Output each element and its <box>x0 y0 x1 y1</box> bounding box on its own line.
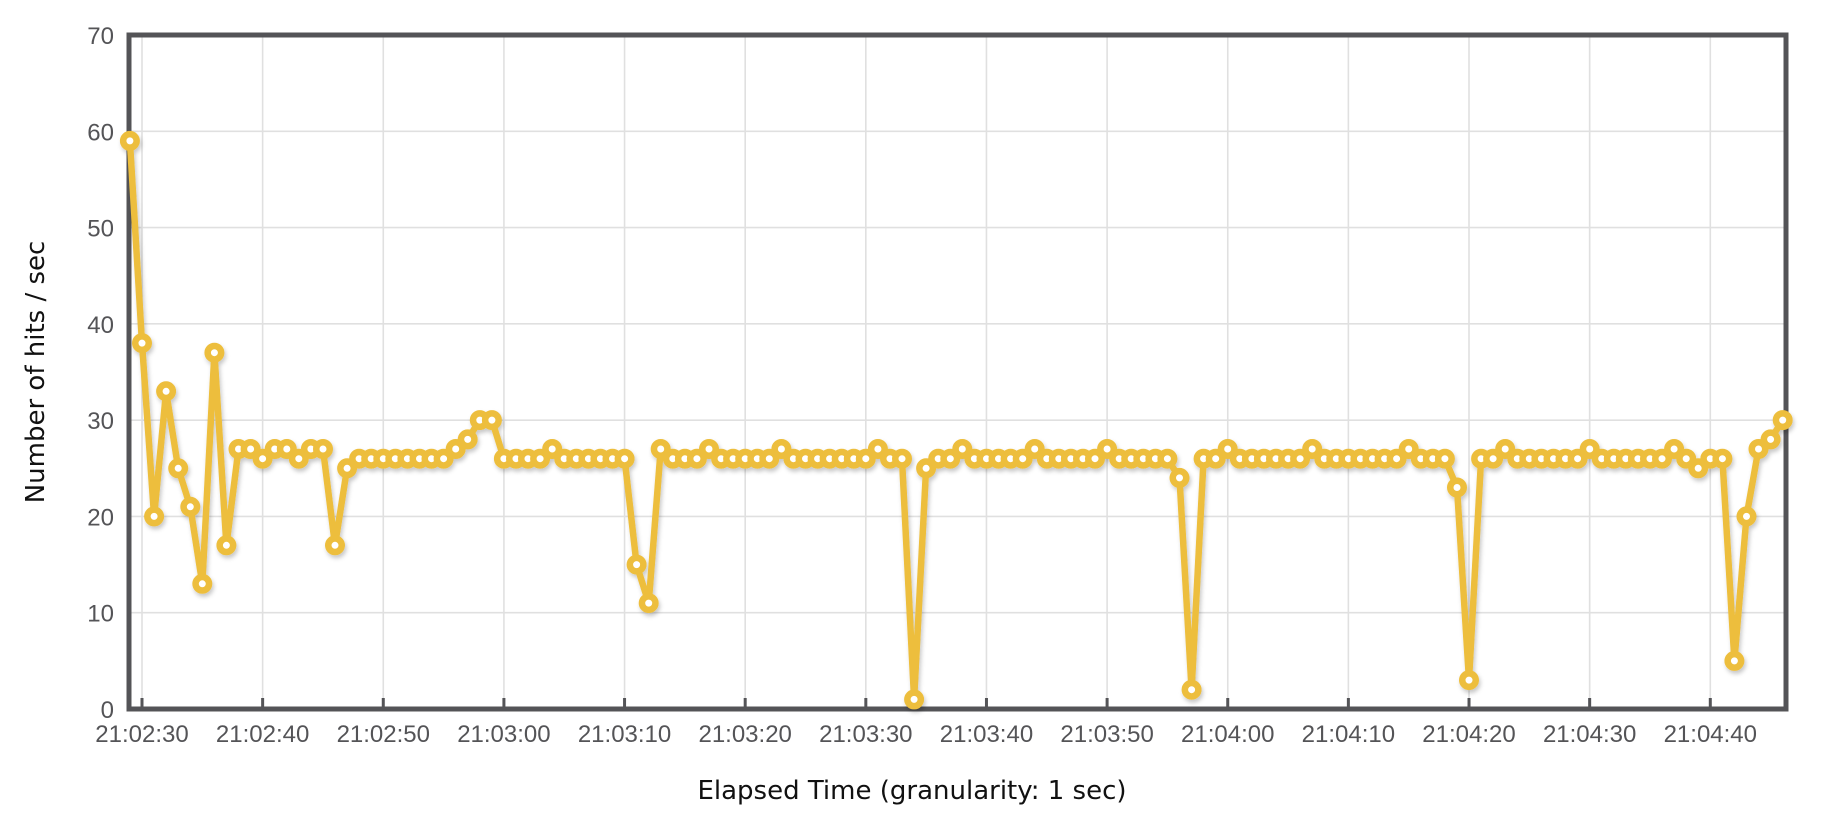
data-point-marker <box>276 439 297 459</box>
data-point-marker <box>325 535 345 556</box>
data-point-marker <box>1398 439 1419 459</box>
x-axis-title: Elapsed Time (granularity: 1 sec) <box>697 776 1126 806</box>
data-point-marker <box>1169 467 1190 488</box>
data-point-marker <box>530 448 551 469</box>
x-tick-label: 21:04:30 <box>1543 721 1636 748</box>
x-axis-ticks <box>140 698 1712 707</box>
data-point-marker <box>288 448 309 469</box>
data-point-marker <box>1579 439 1600 459</box>
data-point-marker <box>119 130 140 151</box>
y-tick-label: 40 <box>87 312 114 339</box>
x-tick-label: 21:03:30 <box>819 721 912 748</box>
data-point-marker <box>1688 458 1709 479</box>
y-tick-label: 60 <box>87 119 114 146</box>
data-point-marker <box>216 535 237 556</box>
y-tick-label: 20 <box>87 504 114 531</box>
x-tick-label: 21:03:40 <box>940 721 1033 748</box>
data-point-marker <box>686 448 707 469</box>
data-point-marker <box>1724 650 1745 671</box>
data-point-marker <box>940 448 961 469</box>
data-point-marker <box>1386 448 1407 469</box>
data-point-marker <box>867 439 888 459</box>
data-point-marker <box>168 458 189 479</box>
data-point-marker <box>1157 448 1178 469</box>
data-point-marker <box>481 410 502 431</box>
x-axis-tick-labels: 21:02:30 21:02:40 21:02:50 21:03:00 21:03:10… <box>95 721 1757 748</box>
data-point-marker <box>1567 448 1588 469</box>
y-tick-label: 50 <box>87 216 114 243</box>
series-hits-line <box>119 130 1793 710</box>
data-point-marker <box>1712 448 1733 469</box>
data-point-marker <box>457 429 478 450</box>
data-point-marker <box>1012 448 1033 469</box>
data-point-marker <box>433 448 454 469</box>
data-point-marker <box>1217 439 1238 459</box>
data-point-marker <box>144 506 165 527</box>
data-point-marker <box>892 448 912 469</box>
x-tick-label: 21:04:40 <box>1664 721 1757 748</box>
data-point-marker <box>1748 439 1769 459</box>
data-point-marker <box>1085 448 1105 469</box>
data-point-marker <box>180 496 201 517</box>
data-point-marker <box>1302 439 1323 459</box>
data-point-marker <box>638 593 659 614</box>
data-point-marker <box>1181 679 1202 700</box>
data-point-marker <box>699 439 719 459</box>
data-point-marker <box>1483 448 1504 469</box>
data-point-marker <box>313 439 333 459</box>
data-point-marker <box>1459 670 1479 691</box>
x-tick-label: 21:02:40 <box>216 721 309 748</box>
data-point-marker <box>1736 506 1757 527</box>
data-point-marker <box>542 439 563 459</box>
data-point-marker <box>626 554 647 575</box>
data-point-marker <box>916 458 937 479</box>
gridlines <box>129 35 1786 709</box>
data-point-marker <box>1664 439 1685 459</box>
data-point-marker <box>156 381 177 402</box>
x-tick-label: 21:03:10 <box>578 721 671 748</box>
x-tick-label: 21:02:50 <box>337 721 430 748</box>
x-tick-label: 21:04:00 <box>1181 721 1274 748</box>
data-point-marker <box>445 439 466 459</box>
data-point-marker <box>1676 448 1697 469</box>
data-point-marker <box>204 342 225 363</box>
data-point-marker <box>1772 410 1793 431</box>
data-point-marker <box>1024 439 1045 459</box>
data-point-marker <box>252 448 273 469</box>
y-tick-label: 70 <box>87 23 114 50</box>
data-point-marker <box>650 439 671 459</box>
data-point-marker <box>771 439 792 459</box>
data-point-marker <box>1097 439 1118 459</box>
y-axis-tick-labels: 0 10 20 30 40 50 60 70 <box>87 23 114 724</box>
plot-border <box>126 32 1789 712</box>
x-tick-label: 21:04:20 <box>1422 721 1515 748</box>
data-point-marker <box>132 333 152 354</box>
data-point-marker <box>192 573 213 594</box>
y-tick-label: 30 <box>87 408 114 435</box>
x-tick-label: 21:04:10 <box>1302 721 1395 748</box>
data-point-marker <box>1760 429 1781 450</box>
x-tick-label: 21:03:20 <box>698 721 791 748</box>
data-point-marker <box>759 448 780 469</box>
data-point-marker <box>1447 477 1467 498</box>
data-point-marker <box>337 458 358 479</box>
data-point-marker <box>1652 448 1672 469</box>
y-tick-label: 10 <box>87 601 114 628</box>
data-point-marker <box>1205 448 1226 469</box>
data-point-marker <box>1495 439 1516 459</box>
x-tick-label: 21:03:00 <box>457 721 550 748</box>
y-axis-title: Number of hits / sec <box>21 241 51 504</box>
x-tick-label: 21:03:50 <box>1060 721 1153 748</box>
data-point-marker <box>240 439 261 459</box>
data-point-marker <box>904 689 925 710</box>
data-point-marker <box>1434 448 1455 469</box>
data-point-marker <box>614 448 635 469</box>
data-point-marker <box>1290 448 1311 469</box>
x-tick-label: 21:02:30 <box>95 721 188 748</box>
data-point-marker <box>952 439 973 459</box>
data-point-marker <box>855 448 876 469</box>
y-tick-label: 0 <box>101 697 114 724</box>
